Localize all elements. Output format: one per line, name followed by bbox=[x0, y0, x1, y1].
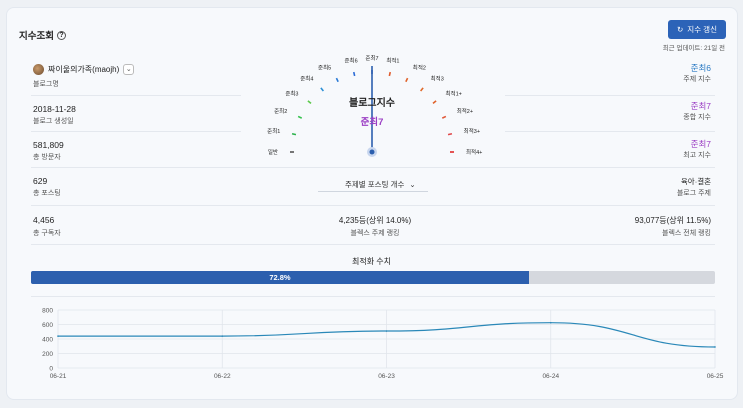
gauge-tick bbox=[447, 132, 453, 136]
gauge-tick bbox=[352, 71, 356, 77]
divider bbox=[31, 296, 715, 297]
divider bbox=[505, 95, 715, 96]
gauge-label: 최적2 bbox=[413, 63, 426, 71]
gauge-tick bbox=[297, 115, 303, 119]
refresh-icon: ↻ bbox=[677, 25, 684, 34]
x-tick-label: 06-24 bbox=[542, 373, 559, 380]
gauge-label: 최적4+ bbox=[466, 148, 482, 156]
gauge-tick bbox=[335, 77, 339, 83]
gauge-label: 준최4 bbox=[300, 75, 313, 83]
total-rank-label: 블렉스 전체 랭킹 bbox=[662, 230, 711, 237]
optimization-progress-bar: 72.8% bbox=[31, 271, 715, 284]
data-point bbox=[385, 330, 388, 332]
gauge-tick bbox=[320, 87, 324, 92]
gauge-label: 최적3+ bbox=[464, 127, 480, 135]
gauge-label: 준최2 bbox=[274, 107, 287, 115]
gauge-label: 최적2+ bbox=[457, 107, 473, 115]
gauge-tick bbox=[388, 71, 392, 77]
gauge-label: 최적1+ bbox=[445, 89, 461, 97]
data-point bbox=[57, 335, 59, 337]
chevron-down-icon: ⌄ bbox=[409, 180, 416, 189]
chevron-down-icon[interactable]: ⌄ bbox=[123, 64, 135, 75]
gauge-label: 준최1 bbox=[267, 127, 280, 135]
gauge-tick bbox=[441, 115, 447, 119]
progress-value: 72.8% bbox=[269, 273, 291, 282]
blog-name-selector[interactable]: 짜이울의가족(maojh) ⌄ bbox=[33, 64, 135, 75]
panel-title: 지수조회 ? bbox=[19, 28, 66, 42]
gauge-label: 준최3 bbox=[285, 89, 298, 97]
data-point bbox=[221, 335, 224, 337]
progress-fill bbox=[31, 271, 529, 284]
y-tick-label: 600 bbox=[42, 322, 53, 329]
topic-index-label: 주제 지수 bbox=[683, 76, 711, 83]
blog-topic-label: 블로그 주제 bbox=[676, 190, 711, 197]
y-tick-label: 400 bbox=[42, 337, 53, 344]
data-point bbox=[714, 346, 716, 348]
optimization-title: 최적화 수치 bbox=[351, 257, 392, 266]
y-tick-label: 200 bbox=[42, 351, 53, 358]
visitors-value: 581,809 bbox=[33, 140, 64, 150]
gauge-label: 준최5 bbox=[318, 63, 331, 71]
x-tick-label: 06-21 bbox=[50, 373, 67, 380]
select-underline bbox=[318, 191, 428, 192]
created-date: 2018-11-28 bbox=[33, 104, 76, 114]
divider bbox=[31, 131, 241, 132]
divider bbox=[31, 167, 715, 168]
x-tick-label: 06-25 bbox=[707, 373, 724, 380]
overall-index-label: 종합 지수 bbox=[683, 114, 711, 121]
topic-posting-select[interactable]: 주제별 포스팅 개수 ⌄ bbox=[345, 180, 416, 189]
created-label: 블로그 생성일 bbox=[33, 118, 74, 125]
blog-name-label: 블로그명 bbox=[33, 81, 59, 88]
x-tick-label: 06-23 bbox=[378, 373, 395, 380]
max-index-label: 최고 지수 bbox=[683, 152, 711, 159]
blog-topic-value: 육아·결혼 bbox=[680, 177, 711, 186]
visitors-label: 총 방문자 bbox=[33, 154, 61, 161]
x-tick-label: 06-22 bbox=[214, 373, 231, 380]
index-trend-chart: 0 200 400 600 800 06-21 06-22 06-23 06-24 06-25 bbox=[42, 308, 724, 381]
avatar bbox=[33, 64, 44, 75]
gauge-tick bbox=[405, 77, 409, 83]
y-tick-label: 800 bbox=[42, 308, 53, 315]
question-circle-icon[interactable]: ? bbox=[56, 30, 66, 40]
subscribers-value: 4,456 bbox=[33, 215, 55, 225]
max-index-value: 준최7 bbox=[690, 139, 711, 149]
total-rank-value: 93,077등(상위 11.5%) bbox=[634, 216, 711, 225]
last-update-text: 최근 업데이트: 21일 전 bbox=[662, 45, 725, 52]
divider bbox=[505, 131, 715, 132]
y-tick-label: 0 bbox=[49, 366, 53, 373]
data-point bbox=[549, 321, 552, 324]
gauge-value: 준최7 bbox=[361, 116, 384, 128]
gauge-tick bbox=[307, 100, 312, 104]
gauge-label: 일반 bbox=[268, 148, 278, 156]
gauge-title: 블로그지수 bbox=[349, 96, 395, 109]
divider bbox=[31, 95, 241, 96]
gauge-label: 최적1 bbox=[386, 56, 399, 64]
update-index-button[interactable]: ↻ 지수 갱신 bbox=[668, 20, 726, 39]
topic-index-value: 준최6 bbox=[690, 63, 711, 73]
topic-rank-value: 4,235등(상위 14.0%) bbox=[338, 216, 412, 225]
gauge-label: 준최7 bbox=[365, 54, 378, 62]
gauge-label: 준최6 bbox=[344, 56, 357, 64]
posts-value: 629 bbox=[33, 176, 48, 186]
divider bbox=[31, 205, 715, 206]
gauge-tick bbox=[291, 132, 297, 136]
divider bbox=[31, 244, 715, 245]
topic-rank-label: 블렉스 주제 랭킹 bbox=[350, 230, 400, 237]
gauge-label: 최적3 bbox=[431, 75, 444, 83]
subscribers-label: 총 구독자 bbox=[33, 230, 61, 237]
overall-index-value: 준최7 bbox=[690, 101, 711, 111]
posts-label: 총 포스팅 bbox=[33, 190, 61, 197]
gauge-tick bbox=[420, 87, 424, 92]
gauge-tick bbox=[432, 100, 437, 104]
